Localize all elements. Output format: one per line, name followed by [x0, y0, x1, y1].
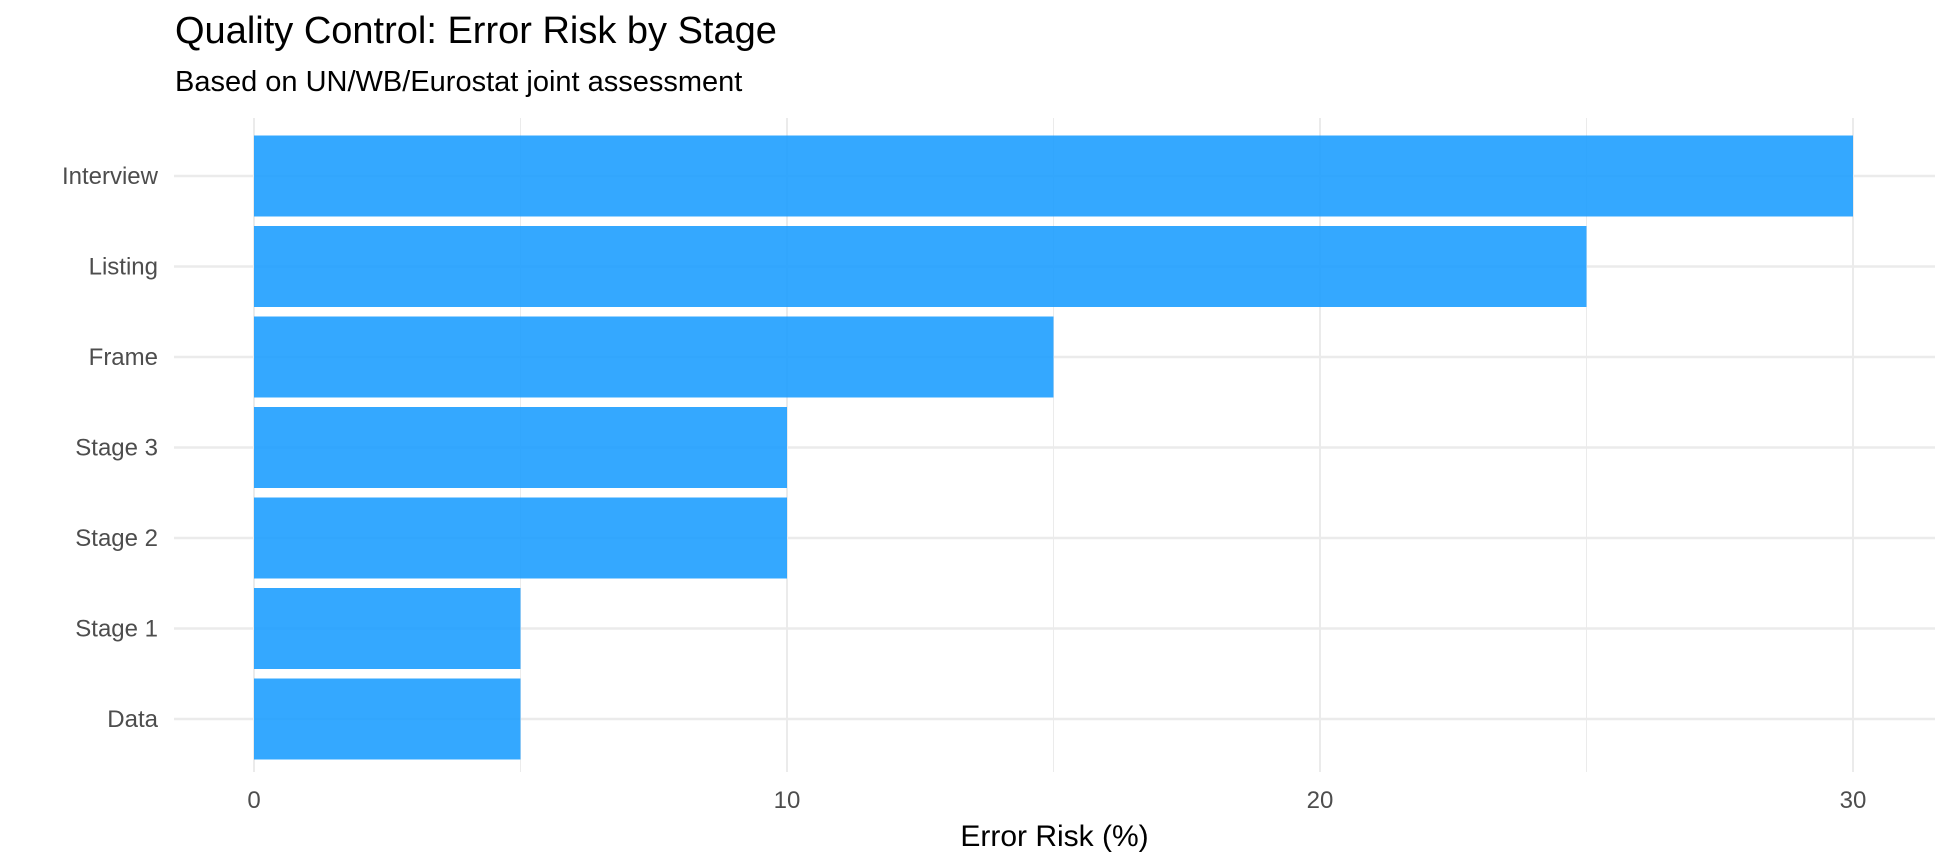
- y-tick-label: Stage 3: [75, 435, 158, 462]
- bar-stage-2: [254, 497, 787, 579]
- y-tick-label: Stage 1: [75, 616, 158, 643]
- y-tick-label: Interview: [62, 163, 159, 190]
- y-tick-label: Listing: [89, 254, 158, 281]
- y-tick-label: Data: [107, 706, 158, 733]
- bar-stage-1: [254, 588, 521, 669]
- bar-stage-3: [254, 407, 787, 488]
- bar-listing: [254, 226, 1587, 307]
- bar-frame: [254, 316, 1054, 398]
- bar-data: [254, 678, 521, 760]
- x-tick-label: 0: [247, 787, 260, 814]
- chart-subtitle: Based on UN/WB/Eurostat joint assessment: [175, 66, 743, 98]
- y-tick-label: Stage 2: [75, 525, 158, 552]
- x-tick-label: 10: [774, 787, 801, 814]
- y-tick-label: Frame: [89, 344, 158, 371]
- x-tick-label: 30: [1840, 787, 1867, 814]
- x-axis-title: Error Risk (%): [960, 820, 1148, 853]
- chart-title: Quality Control: Error Risk by Stage: [175, 10, 777, 52]
- bar-interview: [254, 135, 1853, 217]
- x-tick-label: 20: [1307, 787, 1334, 814]
